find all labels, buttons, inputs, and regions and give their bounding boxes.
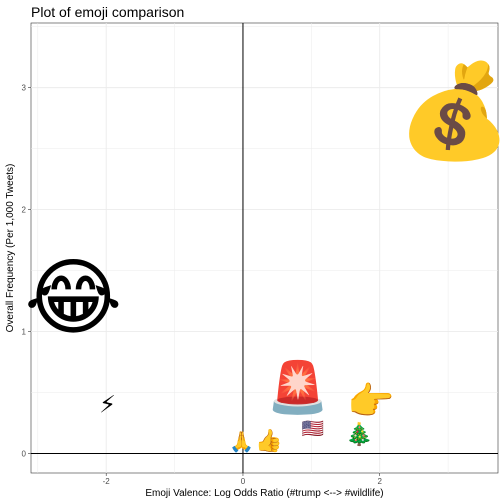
lightning-emoji: ⚡ [99,391,116,419]
pointing-right-emoji: 👉 [347,379,394,423]
x-axis-label: Emoji Valence: Log Odds Ratio (#trump <-… [145,488,383,499]
thumbs-up-emoji: 👍 [255,428,282,454]
grid-lines [31,23,498,473]
plot-panel [30,22,499,474]
emoji-points: 💰 😂 🚨 👉 ⚡ 🇺🇸 🎄 🙏 👍 [24,57,504,453]
y-tick-label: 0 [22,449,27,458]
y-axis-label: Overall Frequency (Per 1,000 Tweets) [5,164,16,333]
siren-emoji: 🚨 [267,359,329,417]
x-tick-label: 0 [241,477,246,486]
tears-of-joy-emoji: 😂 [24,248,122,346]
chart-title: Plot of emoji comparison [31,4,184,20]
y-tick-label: 1 [22,328,27,337]
us-flag-emoji: 🇺🇸 [301,419,323,440]
y-tick-label: 2 [22,206,27,215]
x-tick-label: 2 [377,477,382,486]
axis-ticks: -2 0 2 0 1 2 3 [22,84,383,486]
praying-hands-emoji: 🙏 [229,429,254,453]
money-bag-emoji: 💰 [397,57,504,165]
christmas-tree-emoji: 🎄 [345,422,372,448]
x-tick-label: -2 [103,477,111,486]
y-tick-label: 3 [22,84,27,93]
reference-lines [31,23,498,473]
